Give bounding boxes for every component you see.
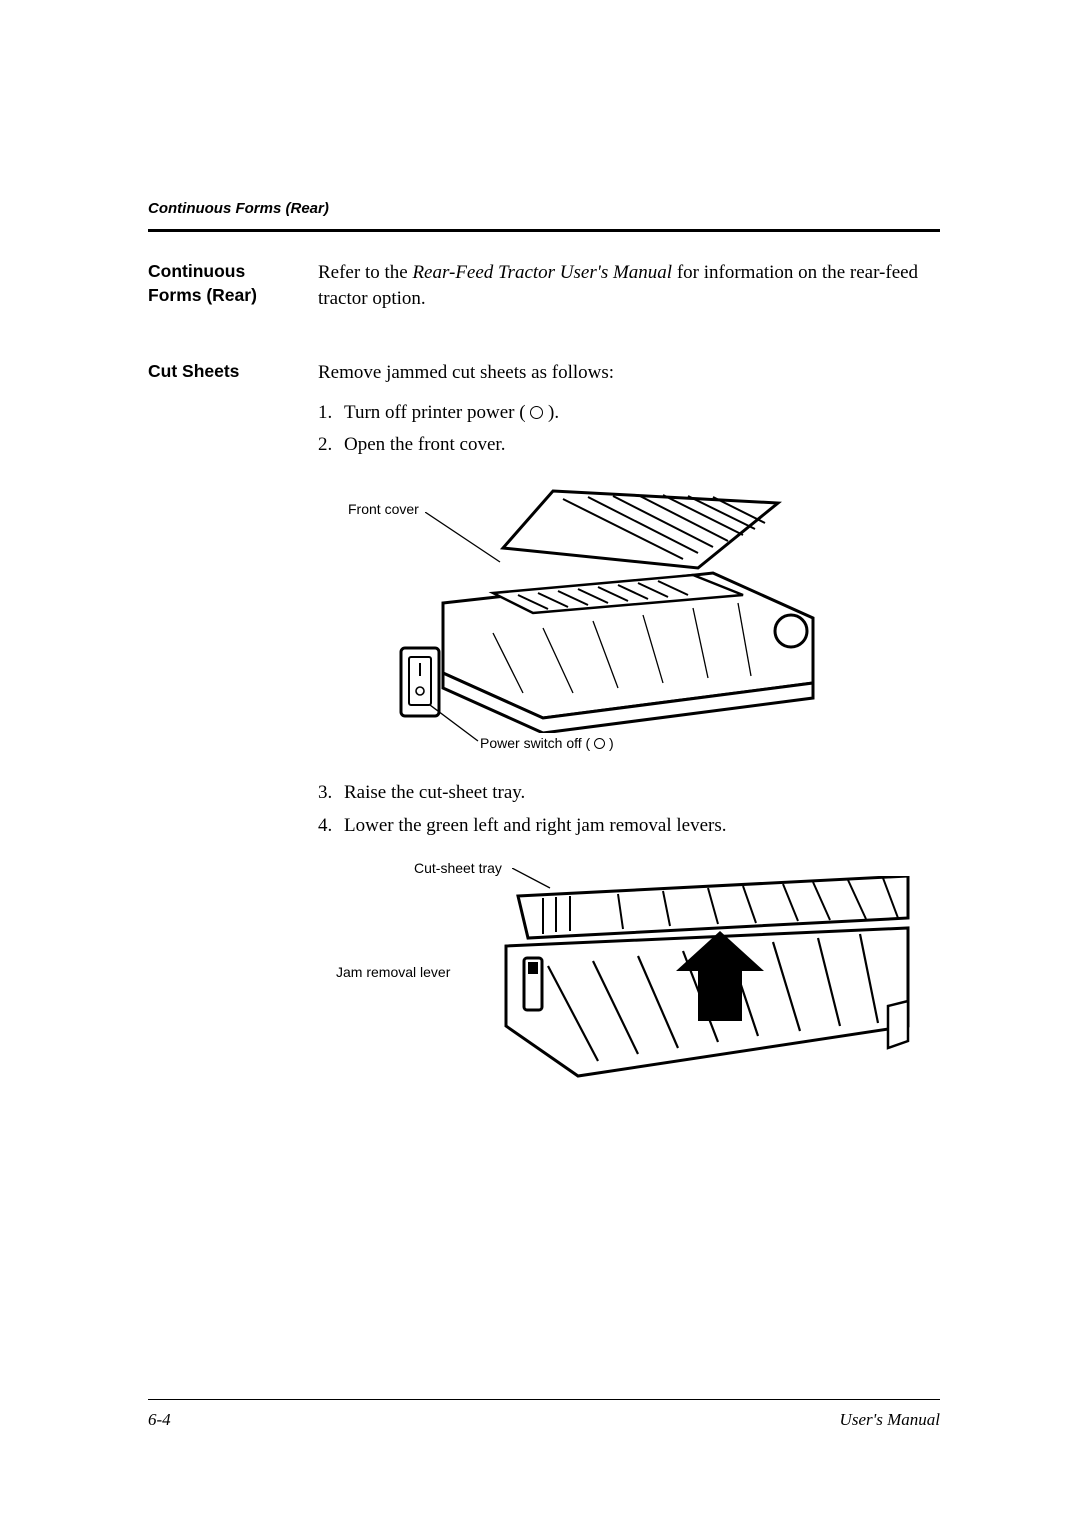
figure-label-power-switch: Power switch off ( ) (480, 735, 614, 751)
content-area: Continuous Forms (Rear) Refer to the Rea… (148, 260, 940, 1098)
main-column: Remove jammed cut sheets as follows: 1. … (318, 360, 940, 1097)
figure-1-canvas: Front cover (328, 475, 848, 765)
text-segment: ) (605, 735, 614, 751)
figure-2-canvas: Cut-sheet tray Jam removal lever (328, 856, 928, 1086)
heading-continuous-forms: Continuous Forms (Rear) (148, 260, 298, 307)
list-text: Open the front cover. (344, 429, 940, 461)
text-segment: Refer to the (318, 262, 412, 283)
ordered-list: 1. Turn off printer power ( ). 2. Open t… (318, 397, 940, 462)
list-text: Raise the cut-sheet tray. (344, 777, 940, 809)
footer: 6-4 User's Manual (148, 1410, 940, 1430)
text-segment: ). (543, 402, 559, 423)
figure-1: Front cover (318, 475, 940, 765)
tray-lever-illustration-icon (488, 876, 918, 1081)
figure-label-jam-lever: Jam removal lever (336, 964, 450, 980)
heading-cut-sheets: Cut Sheets (148, 360, 298, 384)
list-item: 1. Turn off printer power ( ). (318, 397, 940, 429)
running-head-rule (148, 229, 940, 232)
list-item: 3. Raise the cut-sheet tray. (318, 777, 940, 809)
leader-line-icon (430, 705, 480, 743)
power-off-icon (530, 406, 543, 419)
main-column: Refer to the Rear-Feed Tractor User's Ma… (318, 260, 940, 312)
figure-label-cut-sheet-tray: Cut-sheet tray (414, 860, 502, 876)
text-segment: Turn off printer power ( (344, 402, 530, 423)
list-number: 1. (318, 397, 344, 429)
printer-illustration-icon (383, 483, 833, 733)
running-head: Continuous Forms (Rear) (148, 200, 940, 232)
section-cut-sheets: Cut Sheets Remove jammed cut sheets as f… (148, 360, 940, 1097)
page-number: 6-4 (148, 1410, 171, 1430)
footer-rule (148, 1399, 940, 1400)
paragraph-cut-sheets-intro: Remove jammed cut sheets as follows: (318, 360, 940, 386)
page: Continuous Forms (Rear) Continuous Forms… (0, 0, 1080, 1528)
list-number: 2. (318, 429, 344, 461)
list-number: 4. (318, 810, 344, 842)
list-item: 2. Open the front cover. (318, 429, 940, 461)
text-italic: Rear-Feed Tractor User's Manual (412, 262, 672, 283)
power-off-icon (594, 738, 605, 749)
paragraph-continuous-forms: Refer to the Rear-Feed Tractor User's Ma… (318, 260, 940, 312)
list-item: 4. Lower the green left and right jam re… (318, 810, 940, 842)
running-head-text: Continuous Forms (Rear) (148, 200, 940, 217)
side-column: Continuous Forms (Rear) (148, 260, 318, 307)
text-segment: Power switch off ( (480, 735, 594, 751)
ordered-list: 3. Raise the cut-sheet tray. 4. Lower th… (318, 777, 940, 842)
side-column: Cut Sheets (148, 360, 318, 384)
list-text: Turn off printer power ( ). (344, 397, 940, 429)
list-number: 3. (318, 777, 344, 809)
figure-2: Cut-sheet tray Jam removal lever (318, 856, 940, 1086)
vertical-gap (148, 312, 940, 360)
list-text: Lower the green left and right jam remov… (344, 810, 940, 842)
section-continuous-forms: Continuous Forms (Rear) Refer to the Rea… (148, 260, 940, 312)
doc-title: User's Manual (840, 1410, 940, 1430)
